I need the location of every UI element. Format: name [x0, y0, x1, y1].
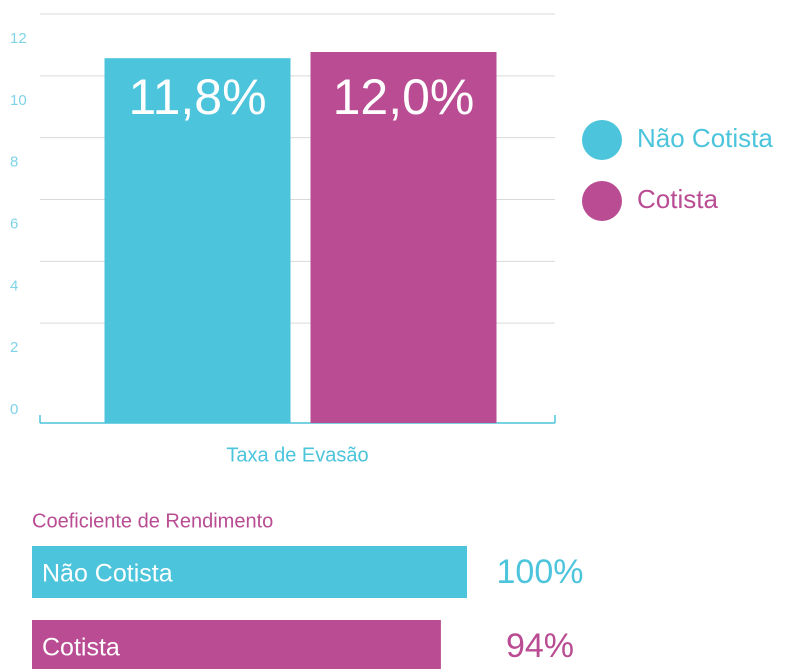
y-tick-label: 8	[10, 154, 18, 171]
chart-title: Coeficiente de Rendimento	[32, 510, 273, 532]
legend-label: Cotista	[637, 184, 718, 214]
y-tick-label: 6	[10, 215, 18, 232]
x-tick-label: Taxa de Evasão	[226, 444, 368, 466]
y-tick-label: 10	[10, 92, 27, 109]
value-label: 94%	[506, 627, 574, 665]
bar	[104, 58, 291, 423]
category-label: Não Cotista	[42, 560, 173, 588]
bar	[32, 546, 467, 598]
category-label: Cotista	[42, 634, 120, 662]
value-label: 12,0%	[333, 69, 475, 125]
value-label: 11,8%	[128, 69, 266, 125]
y-tick-label: 2	[10, 339, 18, 356]
y-tick-label: 0	[10, 401, 18, 418]
y-tick-label: 12	[10, 30, 27, 47]
bar	[310, 52, 497, 423]
bar	[32, 620, 441, 669]
legend-swatch	[582, 181, 622, 221]
legend-swatch	[582, 120, 622, 160]
legend-label: Não Cotista	[637, 123, 773, 153]
value-label: 100%	[497, 553, 584, 591]
y-tick-label: 4	[10, 277, 18, 294]
